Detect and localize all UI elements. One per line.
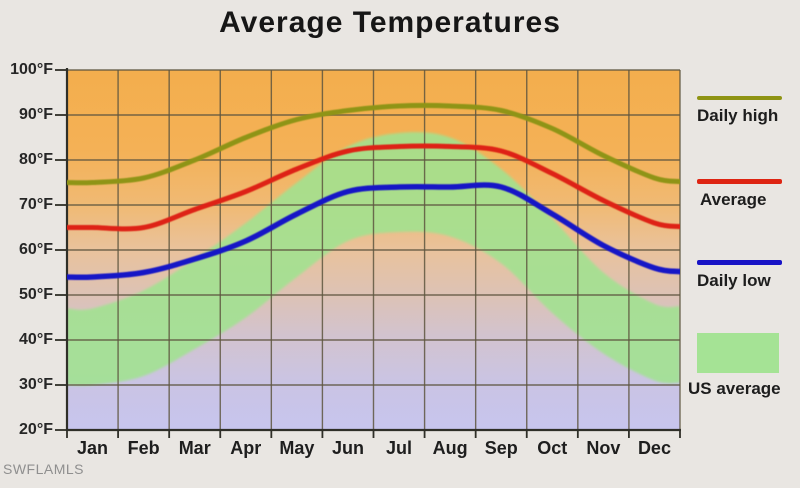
daily-high-line-swatch bbox=[697, 96, 782, 100]
gridlines bbox=[66, 69, 681, 431]
x-tick-label-jul: Jul bbox=[386, 438, 413, 458]
chart-title: Average Temperatures bbox=[219, 6, 561, 39]
daily-high-line bbox=[67, 102, 680, 186]
us-average-area-swatch bbox=[697, 333, 779, 373]
x-tick-label-dec: Dec bbox=[637, 438, 671, 458]
y-tick-label: 100°F bbox=[10, 61, 53, 78]
legend-item-daily-low: Daily low bbox=[697, 260, 782, 291]
x-tick-label-aug: Aug bbox=[432, 438, 468, 458]
legend-label-daily-low: Daily low bbox=[697, 271, 771, 290]
legend-item-average: Average bbox=[697, 179, 782, 210]
y-tick-label: 80°F bbox=[19, 151, 53, 168]
y-tick-label: 90°F bbox=[19, 106, 53, 123]
y-tick-label: 60°F bbox=[19, 241, 53, 258]
legend-label-average: Average bbox=[700, 190, 767, 209]
x-tick-label-apr: Apr bbox=[230, 438, 262, 458]
x-tick-label-mar: Mar bbox=[178, 438, 211, 458]
average-line-swatch bbox=[697, 179, 782, 184]
x-tick-label-oct: Oct bbox=[537, 438, 568, 458]
x-tick-label-feb: Feb bbox=[127, 438, 160, 458]
x-tick-label-jan: Jan bbox=[77, 438, 109, 458]
daily-low-line bbox=[67, 182, 680, 281]
y-tick-label: 40°F bbox=[19, 331, 53, 348]
x-tick-label-jun: Jun bbox=[331, 438, 364, 458]
daily-low-line-swatch bbox=[697, 260, 782, 265]
x-tick-label-sep: Sep bbox=[484, 438, 518, 458]
legend-item-us-average: US average bbox=[688, 333, 781, 399]
legend-label-daily-high: Daily high bbox=[697, 106, 779, 125]
y-tick-label: 70°F bbox=[19, 196, 53, 213]
watermark-text: SWFLAMLS bbox=[3, 461, 85, 477]
x-tick-label-nov: Nov bbox=[586, 438, 621, 458]
y-tick-label: 20°F bbox=[19, 421, 53, 438]
x-tick-label-may: May bbox=[279, 438, 315, 458]
axes bbox=[55, 68, 681, 438]
average-line bbox=[67, 143, 680, 232]
y-tick-label: 50°F bbox=[19, 286, 53, 303]
legend-item-daily-high: Daily high bbox=[697, 96, 782, 126]
y-tick-label: 30°F bbox=[19, 376, 53, 393]
legend-label-us-average: US average bbox=[688, 379, 781, 398]
